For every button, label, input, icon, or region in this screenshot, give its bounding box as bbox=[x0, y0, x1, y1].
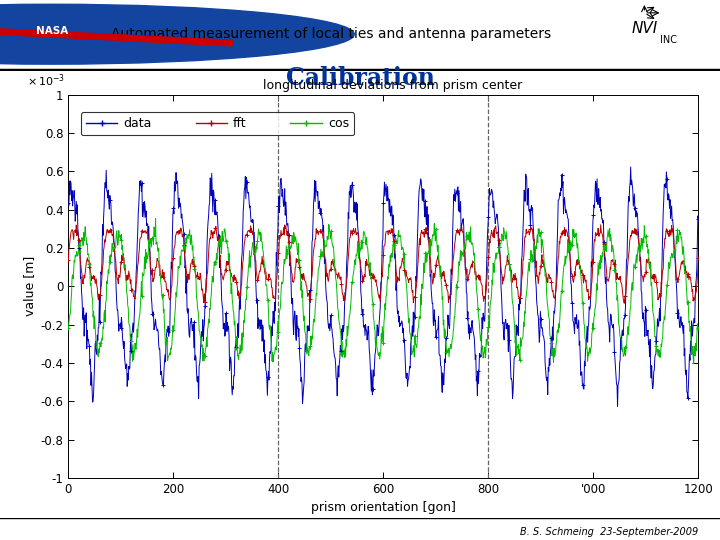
Circle shape bbox=[0, 4, 354, 64]
Text: NVI: NVI bbox=[631, 21, 657, 36]
Text: NASA: NASA bbox=[36, 26, 68, 36]
Text: Automated measurement of local ties and antenna parameters: Automated measurement of local ties and … bbox=[111, 27, 552, 41]
FancyArrowPatch shape bbox=[0, 25, 230, 43]
Text: INC: INC bbox=[660, 35, 677, 45]
Text: longitudinal deviations from prism center: longitudinal deviations from prism cente… bbox=[263, 79, 522, 92]
X-axis label: prism orientation [gon]: prism orientation [gon] bbox=[311, 501, 456, 514]
Text: B. S. Schmeing  23-September-2009: B. S. Schmeing 23-September-2009 bbox=[520, 528, 698, 537]
Legend: data, fft, cos: data, fft, cos bbox=[81, 112, 354, 135]
Y-axis label: value [m]: value [m] bbox=[23, 256, 37, 316]
Text: Calibration: Calibration bbox=[286, 66, 434, 90]
Text: $\times\,10^{-3}$: $\times\,10^{-3}$ bbox=[27, 72, 66, 89]
